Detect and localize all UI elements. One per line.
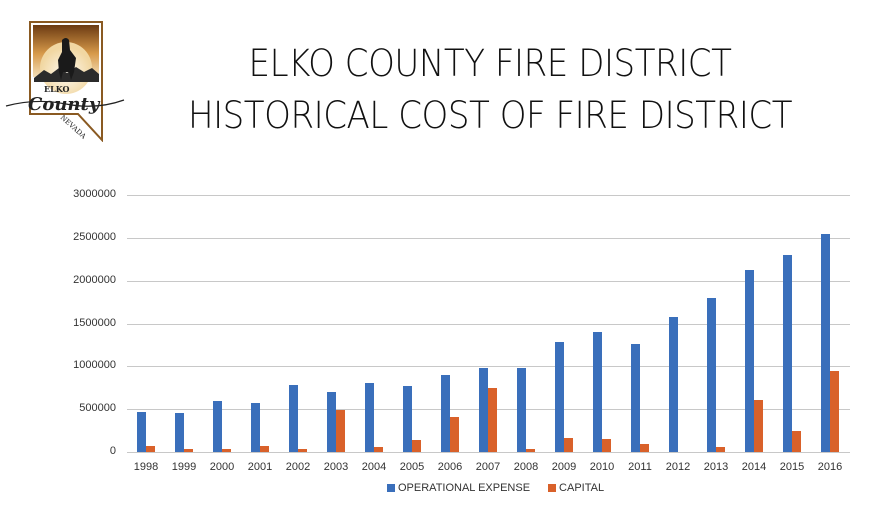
- x-axis-tick-label: 2016: [817, 461, 843, 473]
- bar-operational-expense: [517, 367, 526, 452]
- bar-operational-expense: [403, 385, 412, 452]
- bar-operational-expense: [821, 234, 830, 452]
- bar-operational-expense: [137, 412, 146, 452]
- gridline: [127, 452, 850, 453]
- chart-legend: OPERATIONAL EXPENSE CAPITAL: [387, 482, 622, 494]
- bar-operational-expense: [593, 332, 602, 452]
- bar-capital: [830, 371, 839, 452]
- title-line-1: ELKO COUNTY FIRE DISTRICT: [248, 42, 732, 85]
- legend-label-capital: CAPITAL: [559, 482, 605, 494]
- bar-operational-expense: [555, 341, 564, 452]
- x-axis-tick-label: 2005: [399, 461, 425, 473]
- bar-capital: [184, 448, 193, 452]
- y-axis-tick-label: 2000000: [73, 274, 116, 286]
- legend-item-capital: CAPITAL: [548, 482, 604, 494]
- x-axis-tick-label: 2004: [361, 461, 387, 473]
- legend-swatch-capital: [548, 484, 557, 492]
- legend-item-operational: OPERATIONAL EXPENSE: [387, 482, 530, 494]
- x-axis-tick-label: 2008: [513, 461, 539, 473]
- bar-capital: [222, 448, 231, 452]
- bar-operational-expense: [479, 368, 488, 452]
- bar-capital: [412, 439, 421, 452]
- bar-capital: [792, 430, 801, 452]
- y-axis-tick-label: 1500000: [73, 317, 116, 329]
- bar-capital: [716, 446, 725, 452]
- gridline: [127, 238, 850, 239]
- bar-capital: [336, 410, 345, 452]
- elko-county-logo: ELKO County NEVADA: [4, 18, 126, 143]
- bar-capital: [564, 437, 573, 452]
- gridline: [127, 195, 850, 196]
- bar-operational-expense: [289, 384, 298, 452]
- y-axis-tick-label: 3000000: [73, 188, 116, 200]
- bar-capital: [260, 445, 269, 452]
- bar-operational-expense: [631, 344, 640, 452]
- bar-capital: [450, 417, 459, 452]
- bar-operational-expense: [327, 391, 336, 452]
- bar-capital: [374, 446, 383, 452]
- bar-capital: [640, 443, 649, 452]
- x-axis-tick-label: 2012: [665, 461, 691, 473]
- x-axis-tick-label: 2010: [589, 461, 615, 473]
- bar-capital: [754, 399, 763, 452]
- y-axis-tick-label: 0: [109, 445, 116, 457]
- x-axis-tick-label: 2003: [323, 461, 349, 473]
- gridline: [127, 366, 850, 367]
- y-axis-tick-label: 2500000: [73, 231, 116, 243]
- x-axis-tick-label: 2001: [247, 461, 273, 473]
- x-axis-tick-label: 2011: [628, 461, 652, 473]
- bar-operational-expense: [745, 270, 754, 452]
- bar-operational-expense: [213, 401, 222, 452]
- bar-operational-expense: [175, 413, 184, 452]
- title-line-2: HISTORICAL COST OF FIRE DISTRICT: [187, 94, 793, 137]
- logo-top-text: ELKO: [44, 84, 69, 94]
- bar-capital: [298, 449, 307, 452]
- x-axis-tick-label: 2006: [437, 461, 463, 473]
- bar-capital: [146, 445, 155, 452]
- gridline: [127, 281, 850, 282]
- legend-swatch-operational: [387, 484, 395, 492]
- bar-capital: [488, 387, 497, 452]
- x-axis-tick-label: 1998: [133, 461, 159, 473]
- x-axis-tick-label: 2009: [551, 461, 577, 473]
- bar-capital: [526, 448, 535, 452]
- x-axis-tick-label: 1999: [171, 461, 197, 473]
- bar-operational-expense: [783, 255, 792, 452]
- x-axis-tick-label: 2002: [285, 461, 311, 473]
- bar-operational-expense: [441, 374, 450, 452]
- bar-operational-expense: [707, 298, 716, 452]
- x-axis-tick-label: 2015: [779, 461, 805, 473]
- y-axis-tick-label: 500000: [79, 402, 116, 414]
- legend-label-operational: OPERATIONAL EXPENSE: [398, 482, 531, 494]
- page-title: ELKO COUNTY FIRE DISTRICT HISTORICAL COS…: [159, 38, 821, 142]
- x-axis-tick-label: 2000: [209, 461, 235, 473]
- logo-script-text: County: [28, 94, 101, 115]
- x-axis-tick-label: 2014: [741, 461, 767, 473]
- x-axis-tick-label: 2007: [475, 461, 501, 473]
- gridline: [127, 324, 850, 325]
- bar-capital: [602, 439, 611, 452]
- bar-operational-expense: [251, 403, 260, 452]
- y-axis-tick-label: 1000000: [73, 359, 116, 371]
- x-axis-tick-label: 2013: [703, 461, 729, 473]
- bar-operational-expense: [669, 316, 678, 452]
- bar-operational-expense: [365, 382, 374, 452]
